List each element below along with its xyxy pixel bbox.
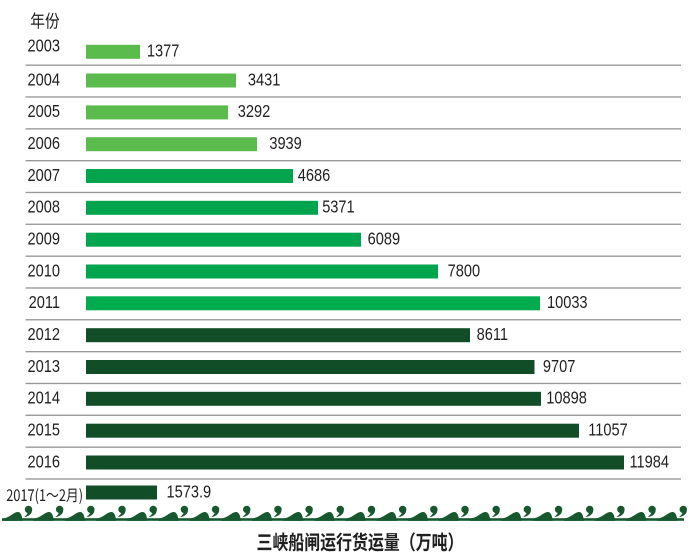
svg-text:5371: 5371: [322, 197, 354, 217]
svg-text:1377: 1377: [147, 41, 179, 61]
svg-text:2016: 2016: [28, 452, 60, 472]
svg-text:3431: 3431: [248, 70, 280, 90]
svg-text:2008: 2008: [28, 197, 60, 217]
svg-text:2007: 2007: [28, 166, 60, 186]
svg-text:2013: 2013: [28, 357, 60, 377]
svg-text:11057: 11057: [588, 420, 628, 440]
svg-text:2010: 2010: [28, 261, 60, 281]
svg-text:8611: 8611: [477, 325, 508, 345]
svg-text:2015: 2015: [28, 420, 60, 440]
svg-text:10898: 10898: [546, 388, 587, 408]
svg-text:2004: 2004: [28, 70, 60, 90]
svg-text:2011: 2011: [29, 293, 60, 313]
svg-text:2012: 2012: [28, 325, 60, 345]
svg-text:9707: 9707: [543, 357, 575, 377]
svg-text:6089: 6089: [368, 229, 400, 249]
svg-text:7800: 7800: [448, 261, 480, 281]
svg-text:4686: 4686: [298, 166, 330, 186]
svg-text:2014: 2014: [28, 388, 60, 408]
svg-text:11984: 11984: [629, 452, 669, 472]
svg-text:2005: 2005: [28, 102, 60, 122]
svg-text:2003: 2003: [28, 36, 60, 56]
svg-text:10033: 10033: [547, 293, 588, 313]
svg-text:1573.9: 1573.9: [166, 482, 211, 502]
svg-text:2009: 2009: [28, 229, 60, 249]
svg-text:3292: 3292: [238, 102, 270, 122]
svg-text:2006: 2006: [28, 134, 60, 154]
svg-text:3939: 3939: [269, 134, 301, 154]
